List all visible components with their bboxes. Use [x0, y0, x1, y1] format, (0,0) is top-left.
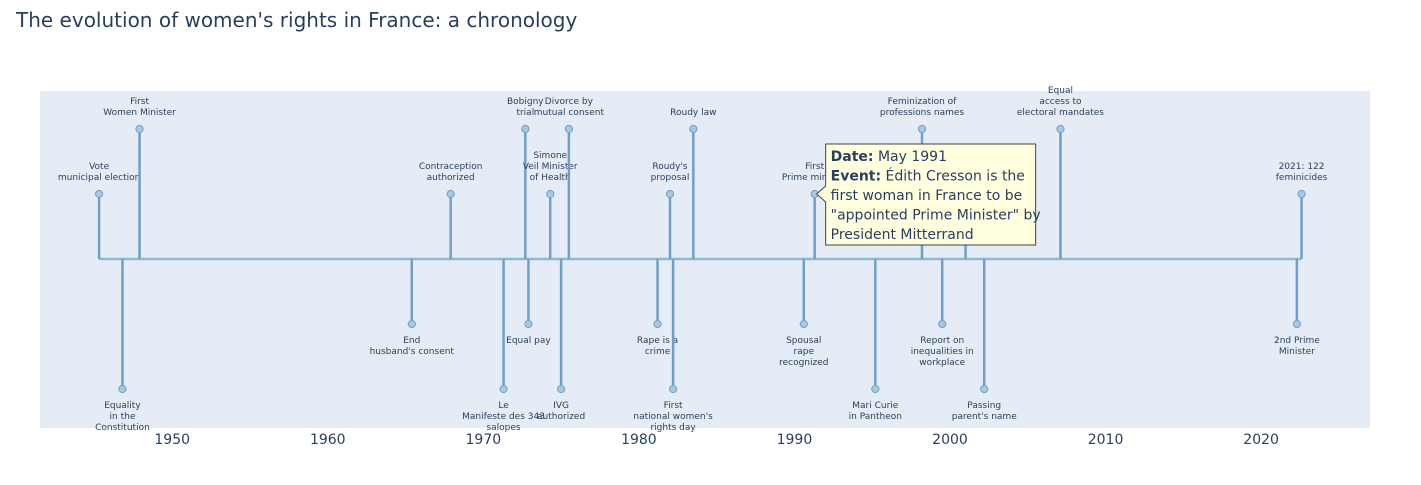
- event-label: 2nd Prime: [1274, 336, 1320, 346]
- event-label: Spousal: [786, 336, 821, 346]
- event-label: Roudy's: [652, 162, 688, 172]
- x-tick-label: 1980: [621, 432, 657, 448]
- event-marker[interactable]: [407, 319, 416, 329]
- event-label: workplace: [919, 358, 965, 368]
- event-label: Women Minister: [103, 108, 176, 118]
- x-tick-label: 1970: [466, 432, 502, 448]
- event-label: crime: [645, 347, 671, 357]
- event-label: electoral mandates: [1017, 108, 1104, 118]
- tooltip-event-line: first woman in France to be: [831, 188, 1023, 204]
- event-label: inequalities in: [911, 347, 974, 357]
- event-marker[interactable]: [118, 384, 127, 394]
- event-label: husband's consent: [370, 347, 455, 357]
- event-label: First: [805, 162, 824, 172]
- event-label: First: [664, 401, 683, 411]
- event-label: trial: [516, 108, 534, 118]
- tooltip-date: Date: May 1991: [831, 149, 947, 165]
- event-label: parent's name: [952, 412, 1018, 422]
- x-tick-label: 2010: [1088, 432, 1124, 448]
- event-marker[interactable]: [689, 124, 698, 134]
- tooltip-event-line: Event: Édith Cresson is the: [831, 168, 1025, 185]
- event-label: proposal: [651, 173, 690, 183]
- event-label: Equal pay: [506, 336, 551, 346]
- x-tick-label: 2020: [1243, 432, 1279, 448]
- event-label: 2021: 122: [1279, 162, 1325, 172]
- event-marker[interactable]: [95, 189, 104, 199]
- event-label: in Pantheon: [849, 412, 902, 422]
- event-label: Veil Minister: [523, 162, 578, 172]
- event-label: professions names: [880, 108, 965, 118]
- event-label: Rape is a: [637, 336, 678, 346]
- event-marker[interactable]: [938, 319, 947, 329]
- event-label: Divorce by: [545, 97, 594, 107]
- tooltip-date-value: May 1991: [874, 149, 947, 165]
- event-marker[interactable]: [521, 124, 530, 134]
- event-label: Prime minister: [782, 173, 848, 183]
- x-tick-label: 2000: [932, 432, 968, 448]
- event-label: Mari Curie: [852, 401, 899, 411]
- event-marker[interactable]: [980, 384, 989, 394]
- event-label: authorized: [537, 412, 585, 422]
- event-marker[interactable]: [524, 319, 533, 329]
- event-marker[interactable]: [1056, 124, 1065, 134]
- event-label: national women's: [633, 412, 713, 422]
- tooltip-event-text: Édith Cresson is the: [881, 168, 1025, 185]
- event-label: authorized: [427, 173, 475, 183]
- tooltip-date-label: Date:: [831, 149, 874, 165]
- event-label: of Health: [530, 173, 571, 183]
- tooltip-box: [815, 143, 1037, 246]
- event-marker[interactable]: [546, 189, 555, 199]
- x-tick-label: 1950: [154, 432, 190, 448]
- event-label: Manifeste des 343: [462, 412, 545, 422]
- event-marker[interactable]: [669, 384, 678, 394]
- event-label: IVG: [553, 401, 569, 411]
- event-marker[interactable]: [1297, 189, 1306, 199]
- event-label: Le: [498, 401, 509, 411]
- tooltip-event-line: President Mitterrand: [831, 227, 974, 243]
- event-label: Minister: [1279, 347, 1315, 357]
- event-label: mutual consent: [534, 108, 605, 118]
- x-tick-label: 1960: [310, 432, 346, 448]
- event-marker[interactable]: [799, 319, 808, 329]
- event-label: End: [403, 336, 420, 346]
- event-label: Simone: [533, 151, 567, 161]
- event-marker[interactable]: [499, 384, 508, 394]
- event-marker[interactable]: [1292, 319, 1301, 329]
- event-label: Passing: [967, 401, 1001, 411]
- event-marker[interactable]: [564, 124, 573, 134]
- event-label: Equality: [104, 401, 141, 411]
- event-label: Report on: [920, 336, 964, 346]
- event-label: Contraception: [419, 162, 483, 172]
- event-label: Feminization of: [888, 97, 958, 107]
- event-label: municipal election: [58, 173, 140, 183]
- event-marker[interactable]: [665, 189, 675, 199]
- event-label: rape: [794, 347, 815, 357]
- event-label: Constitution: [95, 423, 150, 433]
- event-label: recognized: [779, 358, 828, 368]
- tooltip-event-label: Event:: [831, 169, 881, 185]
- tooltip-event-line: "appointed Prime Minister" by: [831, 208, 1041, 224]
- event-label: Equal: [1048, 86, 1073, 96]
- event-marker[interactable]: [653, 319, 662, 329]
- x-tick-label: 1990: [777, 432, 813, 448]
- event-marker[interactable]: [917, 124, 927, 134]
- event-label: Vote: [89, 162, 109, 172]
- event-marker[interactable]: [135, 124, 144, 134]
- event-label: in the: [110, 412, 136, 422]
- event-marker[interactable]: [446, 189, 455, 199]
- event-label: access to: [1039, 97, 1082, 107]
- event-label: Bobigny: [507, 97, 544, 107]
- event-marker[interactable]: [557, 384, 566, 394]
- event-label: salopes: [486, 423, 520, 433]
- event-label: First: [130, 97, 149, 107]
- event-marker[interactable]: [871, 384, 880, 394]
- event-label: rights day: [650, 423, 696, 433]
- hover-tooltip: Date: May 1991 Event: Édith Cresson is th…: [815, 143, 1041, 246]
- event-label: feminicides: [1276, 173, 1328, 183]
- chart-title: The evolution of women's rights in Franc…: [16, 8, 578, 32]
- event-label: Roudy law: [670, 108, 716, 118]
